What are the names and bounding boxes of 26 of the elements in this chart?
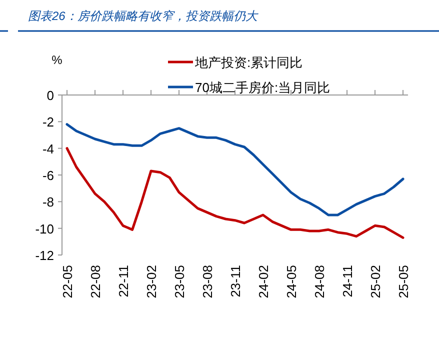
- x-tick-label: 22-05: [60, 265, 75, 298]
- legend-label: 70城二手房价:当月同比: [195, 80, 330, 95]
- legend-label: 地产投资:累计同比: [194, 55, 303, 70]
- x-tick-label: 24-05: [284, 265, 299, 298]
- x-tick-label: 25-02: [368, 265, 383, 298]
- line-series: [66, 123, 404, 216]
- x-tick-label: 23-11: [228, 265, 243, 298]
- x-tick-label: 23-05: [172, 265, 187, 298]
- x-tick-label: 24-08: [312, 265, 327, 298]
- y-tick-label: 0: [46, 88, 54, 103]
- y-tick-label: -8: [42, 194, 54, 210]
- x-tick-label: 23-02: [144, 265, 159, 298]
- x-tick-label: 25-05: [396, 265, 411, 298]
- y-axis-title: %: [52, 53, 63, 67]
- line-series: [66, 147, 404, 239]
- y-tick-label: -10: [35, 221, 54, 236]
- y-tick-label: -6: [42, 168, 54, 183]
- y-tick-label: -2: [42, 114, 54, 130]
- y-tick-label: -12: [35, 248, 54, 263]
- x-tick-label: 22-11: [116, 265, 131, 298]
- y-tick-label: -4: [42, 141, 54, 156]
- x-tick-label: 22-08: [88, 265, 103, 298]
- x-tick-label: 24-11: [340, 265, 355, 298]
- x-tick-label: 23-08: [200, 265, 215, 298]
- x-tick-label: 24-02: [256, 265, 271, 298]
- chart-title: 图表26：房价跌幅略有收窄，投资跌幅仍大: [28, 9, 258, 23]
